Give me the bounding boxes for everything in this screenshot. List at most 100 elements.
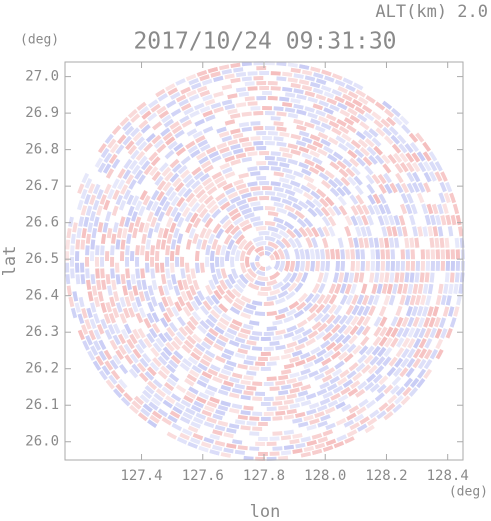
echo-cell [354, 148, 365, 159]
echo-cell [70, 307, 78, 319]
echo-cell [139, 357, 149, 368]
echo-cell [175, 331, 186, 342]
echo-cell [284, 173, 296, 181]
echo-cell [409, 141, 420, 153]
echo-cell [400, 395, 411, 406]
echo-cell [132, 227, 138, 239]
echo-cell [384, 272, 390, 283]
echo-cell [352, 344, 362, 355]
echo-cell [245, 256, 250, 268]
echo-cell [198, 193, 209, 204]
echo-cell [325, 341, 337, 351]
echo-cell [198, 445, 209, 453]
echo-cell [288, 300, 300, 310]
echo-cell [466, 249, 470, 259]
echo-cell [150, 268, 156, 279]
echo-cell [230, 128, 241, 135]
echo-cell [286, 378, 297, 384]
echo-cell [435, 261, 440, 271]
echo-cell [87, 183, 96, 194]
echo-cell [309, 134, 321, 142]
echo-cell [350, 283, 357, 295]
echo-cell [182, 188, 193, 198]
echo-cell [272, 446, 283, 451]
echo-cell [429, 349, 439, 360]
echo-cell [233, 216, 244, 226]
echo-cell [89, 194, 97, 206]
echo-cell [378, 237, 385, 248]
echo-cell [136, 279, 143, 291]
echo-cell [143, 222, 150, 233]
echo-cell [448, 306, 455, 317]
echo-cell [240, 328, 251, 335]
echo-cell [347, 149, 358, 159]
echo-cell [100, 318, 108, 330]
echo-cell [240, 410, 251, 416]
echo-cell [126, 233, 132, 244]
echo-cell [242, 323, 254, 330]
echo-cell [351, 294, 359, 306]
echo-cell [184, 211, 194, 223]
echo-cell [108, 312, 116, 324]
echo-cell [314, 411, 325, 419]
echo-cell [170, 108, 182, 117]
echo-cell [338, 168, 349, 178]
echo-cell [438, 192, 446, 203]
echo-cell [417, 368, 427, 379]
echo-cell [77, 183, 85, 194]
echo-cell [247, 166, 258, 172]
echo-cell [270, 151, 281, 157]
echo-cell [405, 152, 415, 163]
echo-cell [315, 303, 325, 314]
echo-cell [339, 283, 347, 294]
echo-cell [344, 100, 356, 109]
echo-cell [378, 193, 387, 205]
echo-cell [324, 75, 335, 83]
echo-cell [66, 285, 72, 296]
echo-cell [236, 278, 247, 289]
echo-cell [330, 392, 341, 401]
echo-cell [223, 380, 234, 387]
echo-cell [455, 214, 462, 226]
echo-cell [259, 195, 270, 201]
echo-cell [205, 332, 217, 342]
echo-cell [241, 141, 252, 148]
echo-cell [185, 407, 196, 416]
echo-cell [294, 326, 305, 335]
echo-cell [85, 268, 90, 279]
echo-cell [284, 261, 291, 272]
echo-cell [153, 139, 164, 149]
echo-cell [256, 95, 267, 101]
echo-cell [199, 173, 210, 182]
echo-cell [144, 385, 155, 395]
echo-cell [106, 227, 113, 239]
echo-cell [224, 223, 235, 234]
echo-cell [362, 305, 371, 317]
echo-cell [442, 203, 449, 214]
echo-cell [65, 239, 71, 250]
echo-cell [368, 237, 375, 248]
echo-cell [252, 426, 263, 431]
echo-cell [97, 162, 106, 173]
echo-cell [96, 205, 103, 216]
echo-cell [253, 126, 264, 131]
echo-cell [407, 316, 415, 328]
echo-cell [394, 163, 404, 174]
echo-cell [216, 284, 226, 296]
echo-cell [215, 268, 223, 280]
echo-cell [135, 296, 142, 308]
echo-cell [327, 153, 338, 163]
echo-cell [401, 337, 411, 348]
echo-cell [173, 350, 184, 360]
echo-cell [205, 244, 212, 256]
echo-cell [195, 342, 206, 352]
echo-cell [384, 183, 393, 194]
echo-cell [406, 193, 414, 204]
echo-cell [252, 236, 264, 243]
echo-cell [192, 279, 200, 291]
echo-cell [235, 183, 247, 191]
echo-cell [388, 294, 396, 306]
echo-cell [126, 338, 135, 350]
echo-cell [399, 115, 410, 126]
echo-cell [332, 368, 343, 377]
